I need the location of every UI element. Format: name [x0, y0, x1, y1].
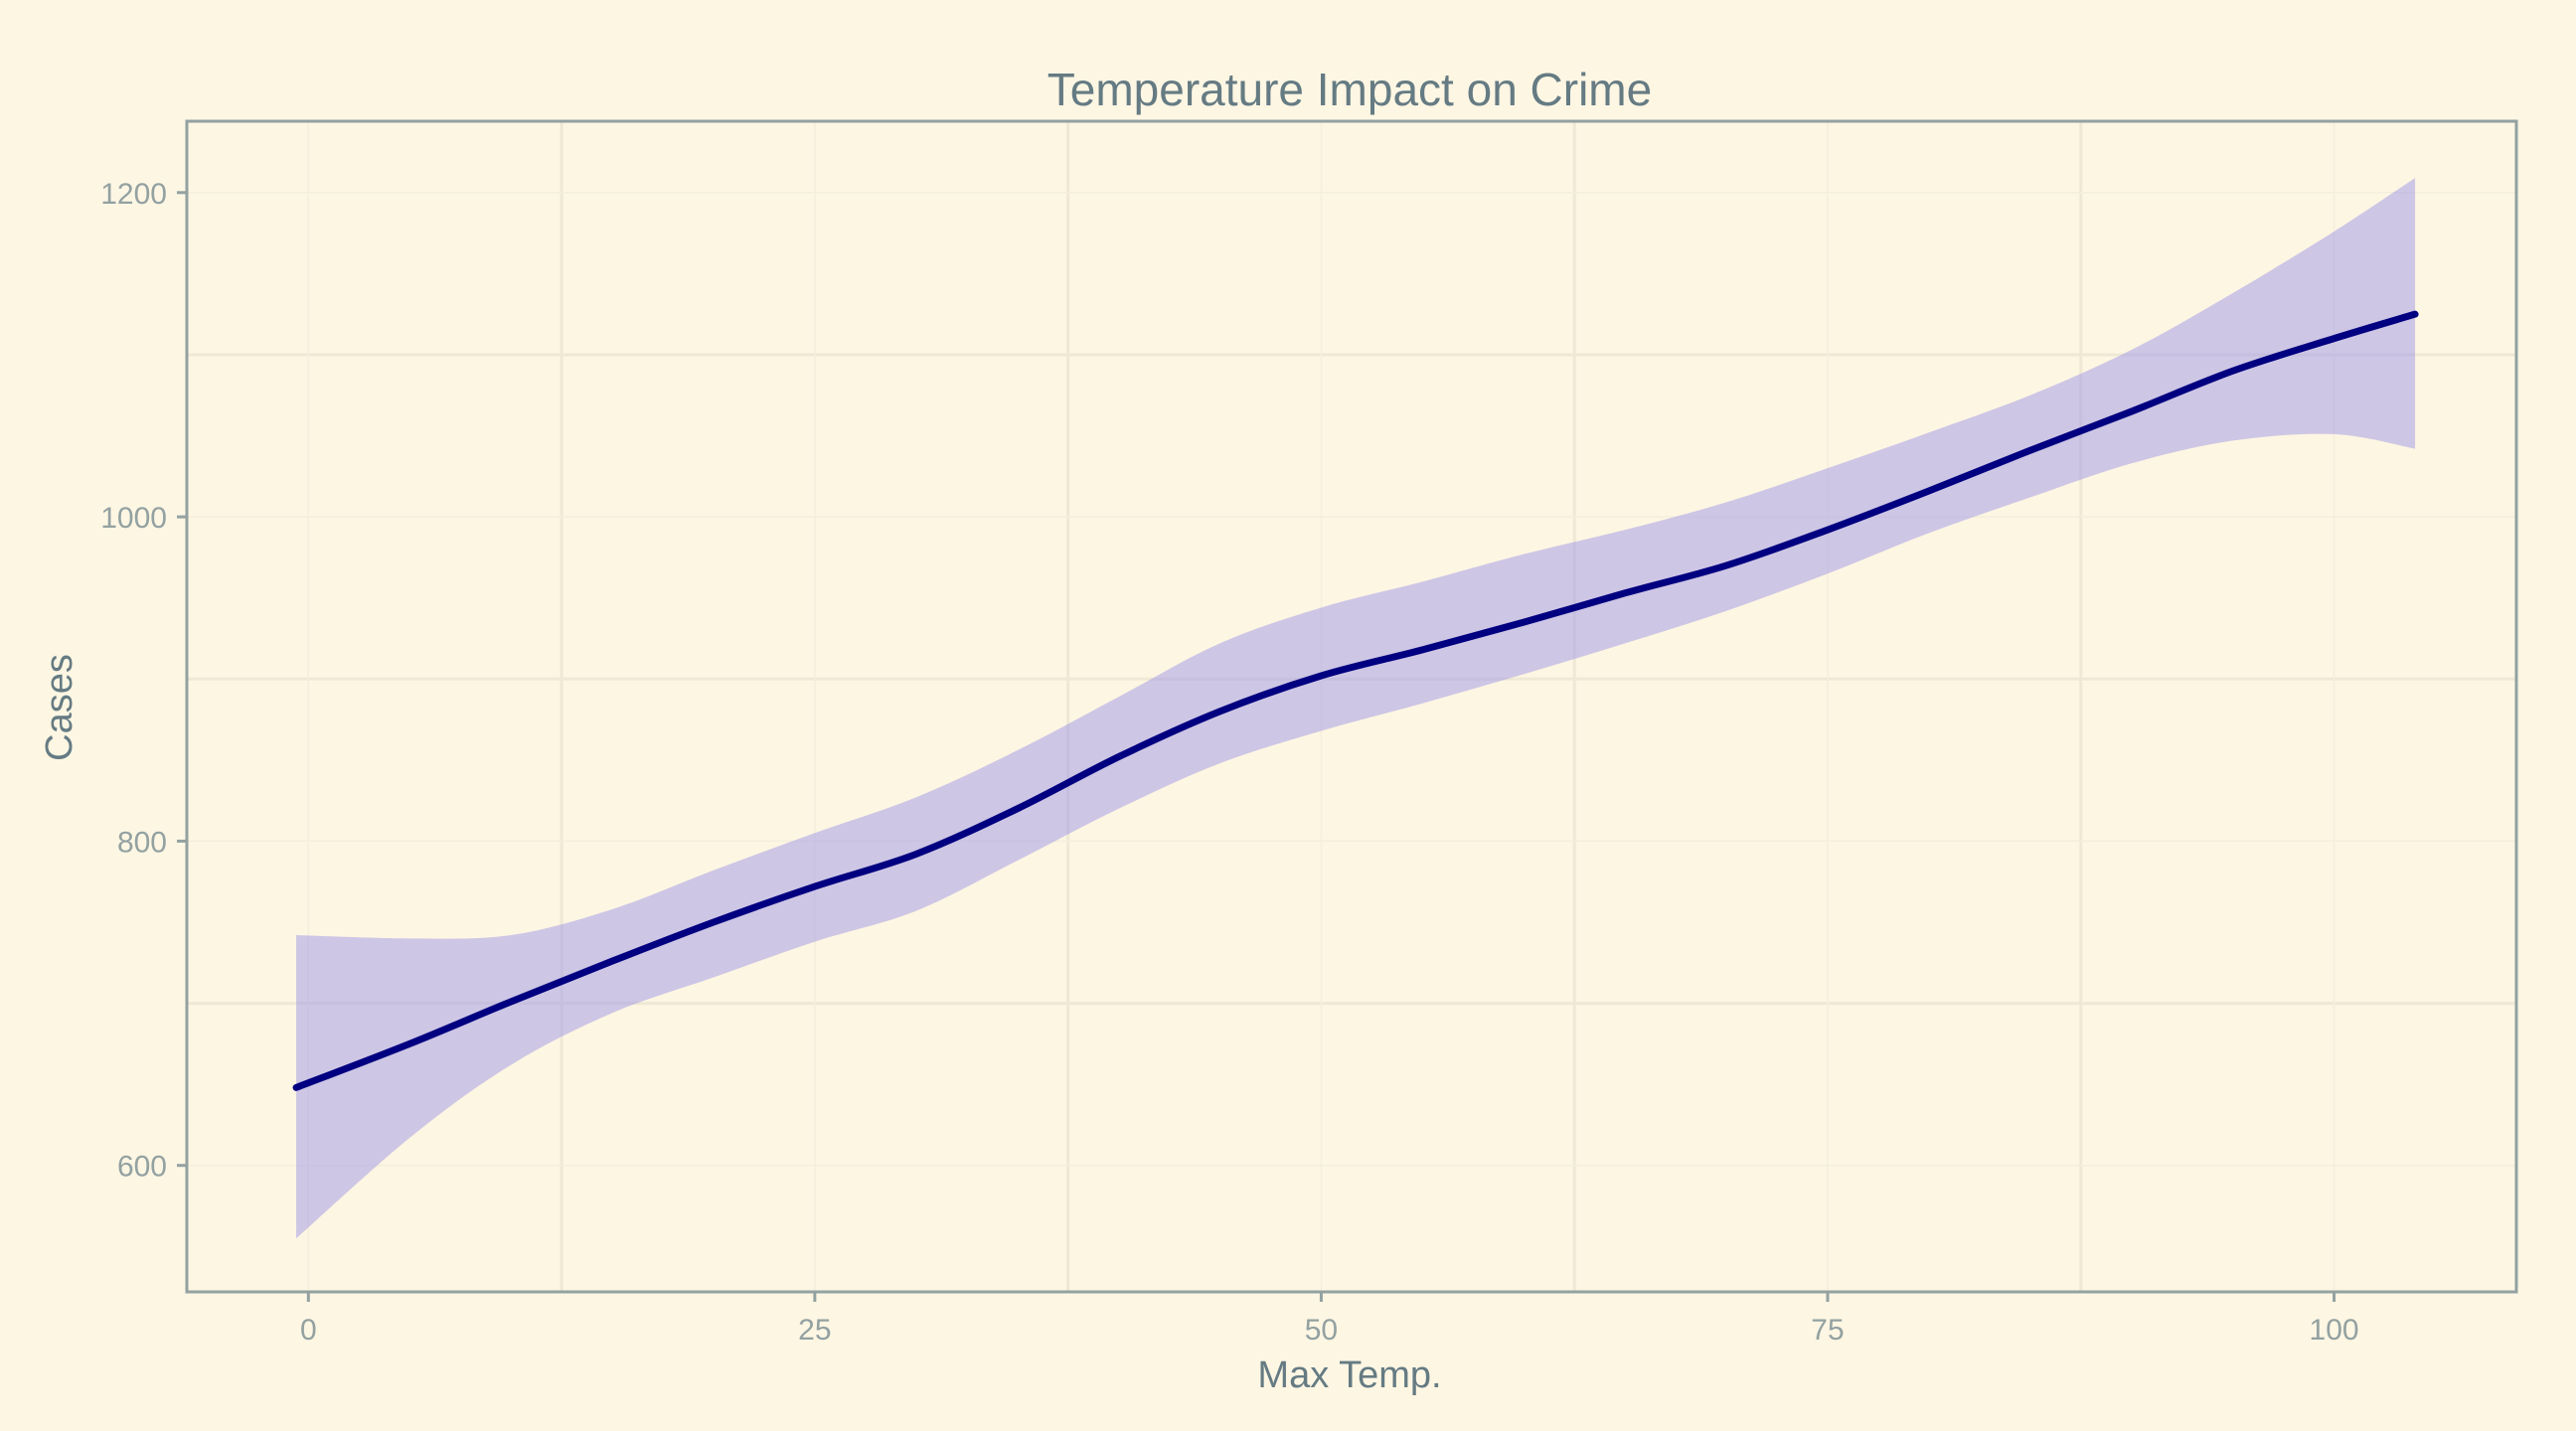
y-tick-label: 1200	[100, 178, 167, 211]
fit-line-layer	[292, 310, 2419, 1091]
y-axis-label: Cases	[39, 654, 80, 761]
x-tick-label: 25	[798, 1314, 831, 1347]
x-tick-label: 0	[300, 1314, 317, 1347]
y-tick-label: 600	[117, 1151, 167, 1184]
y-tick-label: 800	[117, 826, 167, 859]
x-axis-label: Max Temp.	[1257, 1354, 1441, 1396]
x-tick-label: 100	[2310, 1314, 2359, 1347]
fit-line	[292, 310, 2419, 1091]
chart-title: Temperature Impact on Crime	[1047, 64, 1652, 115]
plot-panel-border	[185, 119, 2518, 1294]
y-tick-label: 1000	[100, 502, 167, 535]
axis-ticks: 0 25 50 75 100 600 800 1000 1200	[100, 178, 2358, 1347]
x-tick-label: 75	[1811, 1314, 1844, 1347]
x-tick-label: 50	[1305, 1314, 1338, 1347]
confidence-band-layer	[296, 178, 2416, 1239]
confidence-band	[296, 178, 2416, 1239]
